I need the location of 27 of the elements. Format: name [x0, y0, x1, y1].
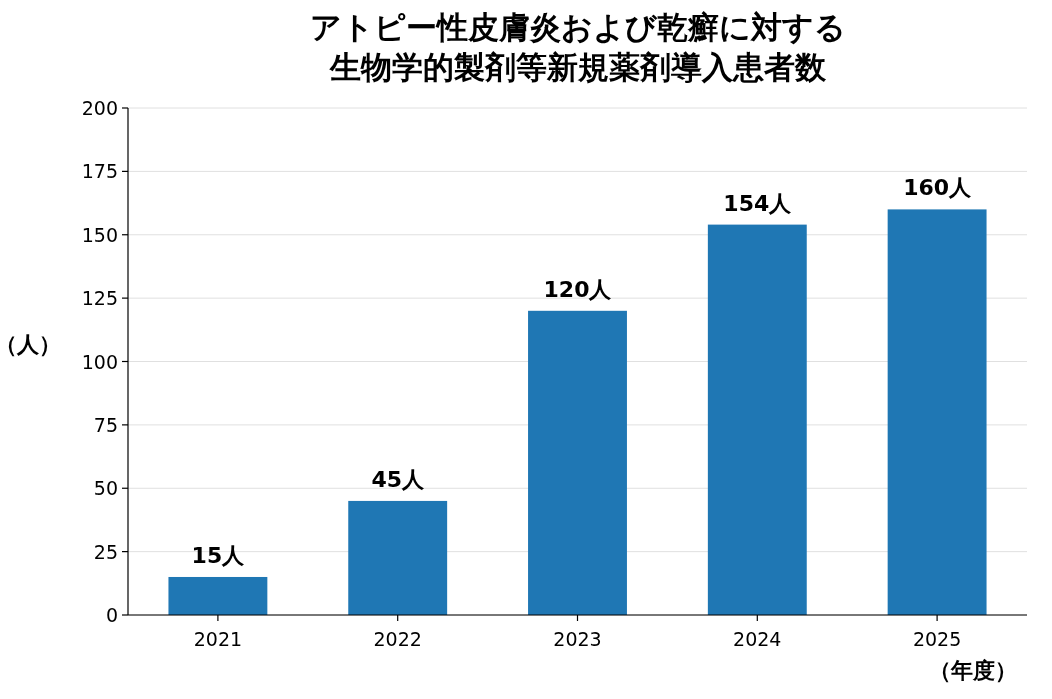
x-tick-label: 2023 [553, 628, 602, 650]
x-tick-label: 2022 [373, 628, 422, 650]
data-label: 15人 [191, 542, 246, 568]
bar [348, 500, 448, 615]
x-axis-title: （年度） [929, 658, 1017, 683]
y-tick-label: 125 [81, 287, 118, 310]
x-tick-label: 2021 [193, 628, 243, 650]
data-label: 45人 [371, 466, 425, 492]
data-label: 154人 [723, 190, 793, 216]
y-tick-label: 200 [81, 97, 118, 119]
data-label: 160人 [903, 175, 973, 201]
bar [168, 576, 268, 615]
y-tick-label: 75 [93, 413, 118, 436]
y-tick-label: 50 [93, 477, 118, 500]
y-tick-label: 150 [81, 223, 118, 246]
bar [887, 209, 987, 615]
data-label: 120人 [543, 276, 613, 302]
y-axis-title: （人） [0, 331, 61, 357]
x-tick-label: 2024 [733, 628, 782, 650]
y-tick-label: 175 [81, 160, 118, 183]
bar [707, 224, 807, 615]
bar [528, 310, 627, 615]
chart-title: アトピー性皮膚炎および乾癬に対する生物学的製剤等新規薬剤導入患者数 [309, 9, 846, 85]
x-tick-label: 2025 [912, 628, 962, 650]
y-tick-label: 0 [105, 604, 118, 626]
y-tick-label: 100 [81, 350, 118, 373]
y-tick-label: 25 [93, 540, 118, 563]
